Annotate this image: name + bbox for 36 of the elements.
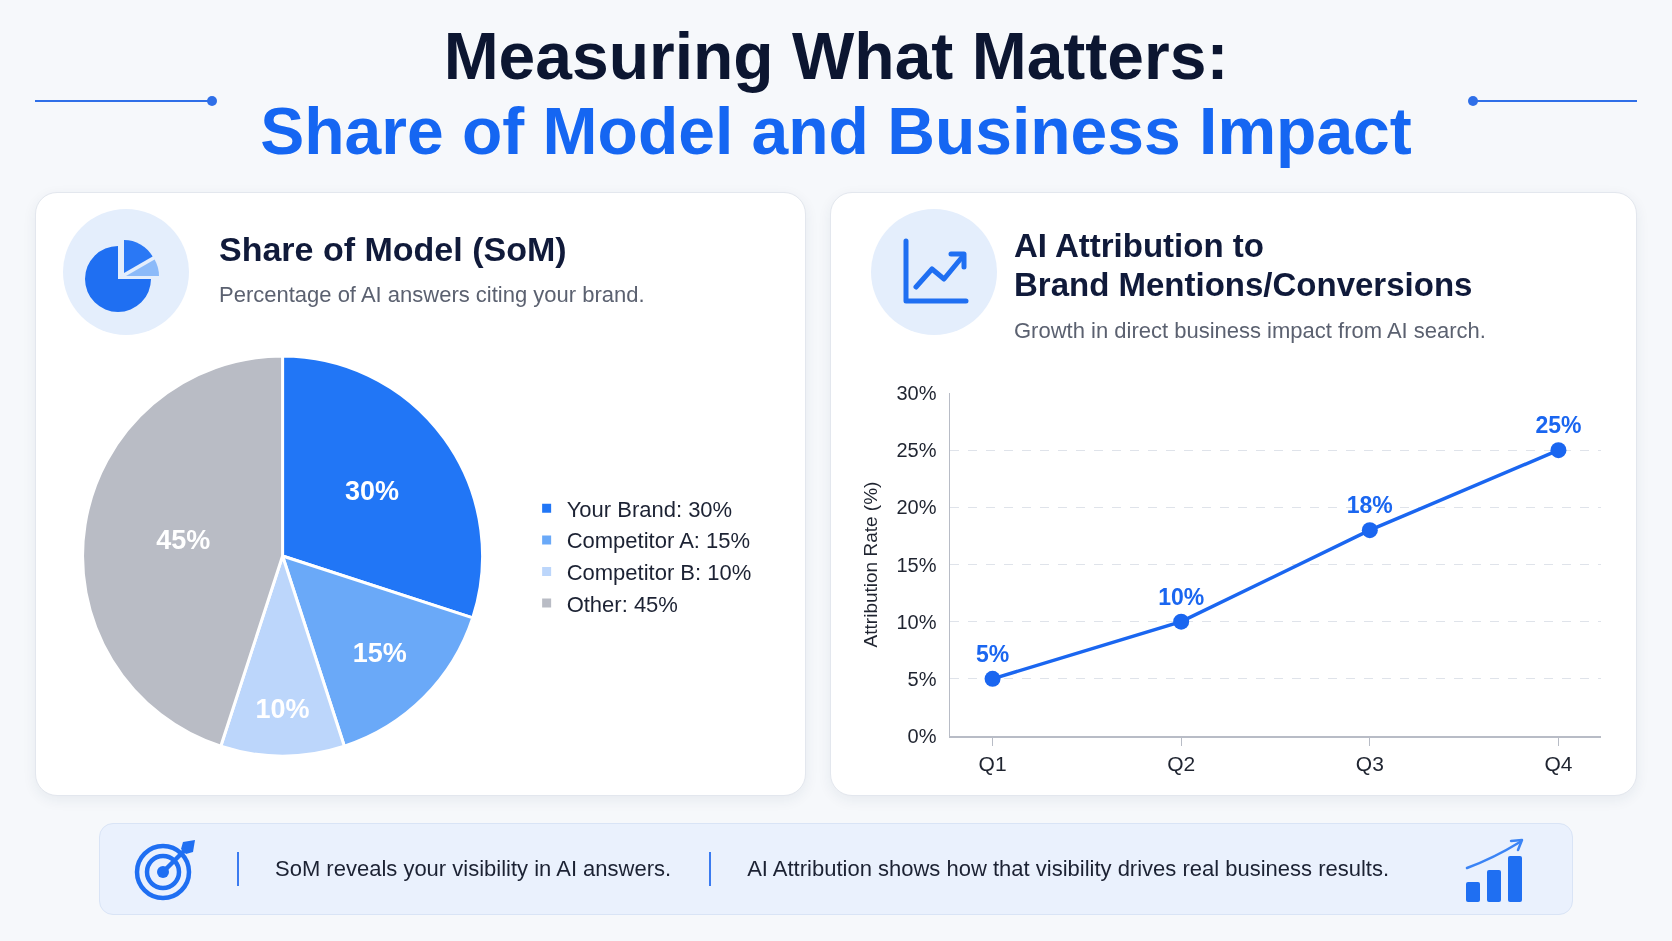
legend-label: Other: 45%: [566, 591, 678, 617]
data-label: 10%: [1158, 583, 1205, 610]
x-tick-label: Q4: [1544, 751, 1573, 775]
legend-label: Competitor A: 15%: [566, 528, 751, 554]
y-tick-label: 15%: [896, 553, 937, 576]
text: AI Attribution shows how that visibility drives real business results.: [747, 856, 1390, 882]
y-tick-label: 20%: [896, 496, 937, 519]
data-label: 25%: [1535, 412, 1582, 439]
text: SoM reveals your visibility in AI answers.: [275, 856, 672, 882]
point: [984, 670, 1001, 687]
data-label: 18%: [1346, 492, 1393, 519]
point: [1173, 613, 1190, 630]
text: Share of Model and Business Impact: [259, 94, 1413, 168]
point: [1550, 442, 1567, 459]
text: Measuring What Matters:: [442, 19, 1230, 93]
x-tick-label: Q2: [1167, 751, 1196, 775]
y-tick-label: 30%: [896, 382, 937, 404]
y-tick-label: 5%: [907, 667, 937, 690]
y-tick-label: 0%: [907, 725, 937, 747]
y-axis-title: Attribution Rate (%): [859, 481, 881, 648]
data-label: 30%: [344, 476, 400, 507]
chart-title: Share of Model (SoM): [219, 229, 567, 269]
data-label: 45%: [156, 525, 211, 556]
legend-label: Your Brand: 30%: [566, 496, 733, 522]
legend-label: Competitor B: 10%: [566, 560, 752, 586]
chart-title: AI Attribution to Brand Mentions/Conversions: [1014, 226, 1473, 304]
y-tick-label: 25%: [896, 439, 937, 462]
x-tick-label: Q1: [978, 751, 1007, 775]
y-tick-label: 10%: [896, 610, 937, 633]
data-label: 15%: [352, 638, 407, 669]
chart-subtitle: Percentage of AI answers citing your brand.: [219, 281, 645, 309]
data-label: 5%: [975, 641, 1010, 668]
x-tick-label: Q3: [1355, 751, 1384, 775]
point: [1361, 522, 1378, 539]
chart-subtitle: Growth in direct business impact from AI search.: [1014, 317, 1486, 345]
data-label: 10%: [255, 693, 310, 724]
